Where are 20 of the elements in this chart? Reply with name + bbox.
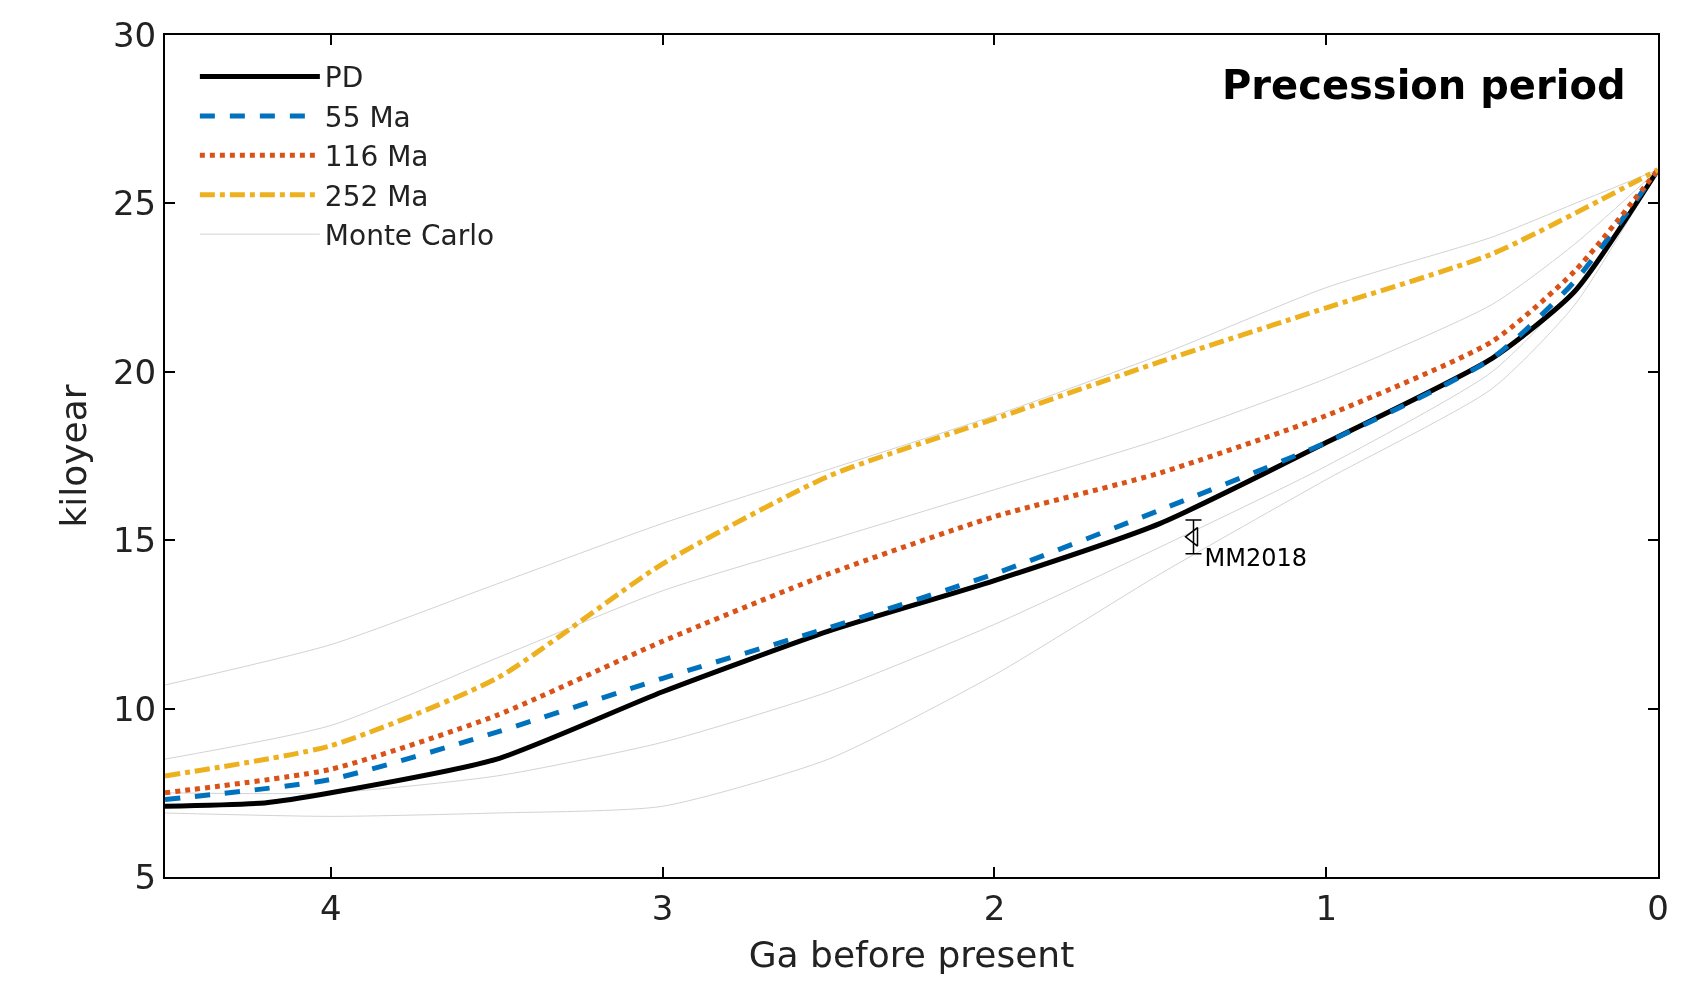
x-axis-title: Ga before present xyxy=(748,934,1075,975)
legend-label: 116 Ma xyxy=(324,140,429,174)
x-tick-label: 2 xyxy=(983,887,1006,928)
y-tick-label: 25 xyxy=(112,183,157,224)
annotation: Precession period xyxy=(1222,62,1626,108)
x-tick-label: 3 xyxy=(651,887,674,928)
y-tick-label: 15 xyxy=(112,520,157,561)
y-tick-label: 20 xyxy=(112,351,157,392)
legend-label: 252 Ma xyxy=(324,179,429,213)
y-tick-label: 30 xyxy=(112,14,157,55)
y-tick-label: 5 xyxy=(134,856,157,897)
series-label: MM2018 xyxy=(1204,543,1308,572)
y-tick-label: 10 xyxy=(112,688,157,729)
legend-label: 55 Ma xyxy=(324,100,411,134)
y-axis-title: kiloyear xyxy=(53,384,95,528)
x-tick-label: 0 xyxy=(1647,887,1669,928)
legend-label: PD xyxy=(324,61,364,95)
x-tick-label: 4 xyxy=(320,887,342,928)
legend-label: Monte Carlo xyxy=(324,219,495,253)
x-tick-label: 1 xyxy=(1315,887,1338,928)
